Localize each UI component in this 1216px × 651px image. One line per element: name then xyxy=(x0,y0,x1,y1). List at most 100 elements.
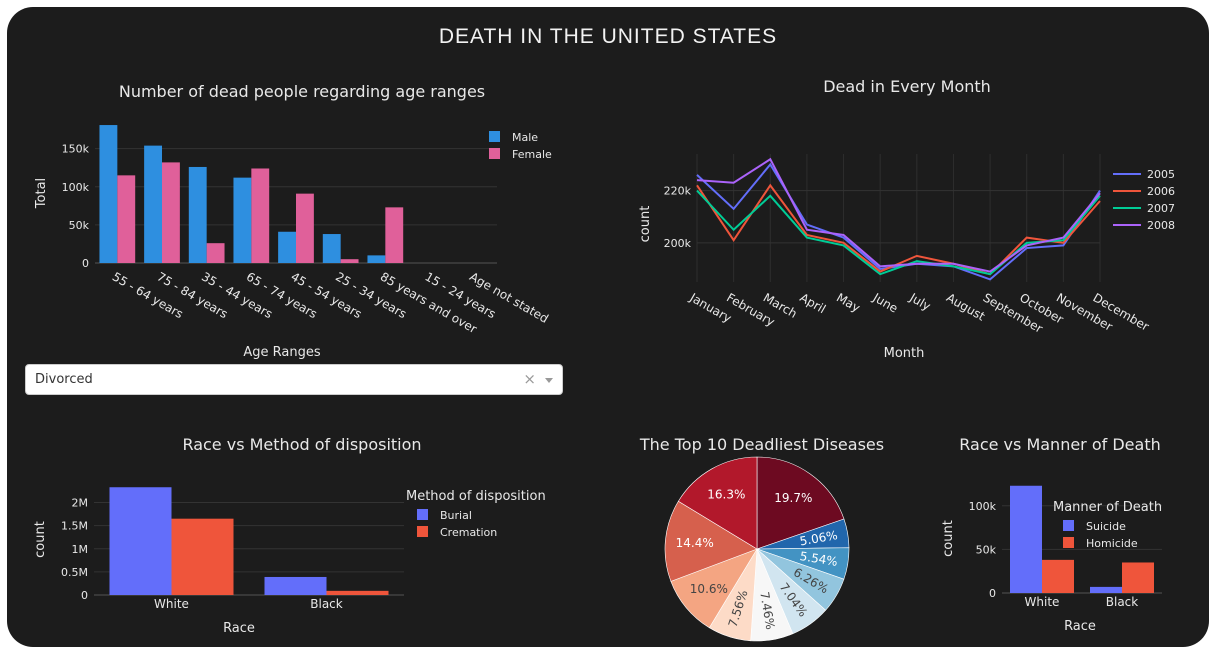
diseases-pie-chart: The Top 10 Deadliest Diseases 19.7% 5.06%5… xyxy=(639,435,884,642)
x-tick-label: White xyxy=(1025,595,1060,609)
bar-female xyxy=(385,207,404,263)
bar-suicide xyxy=(1010,485,1042,593)
bar-male xyxy=(367,255,386,263)
pie-label: 10.6% xyxy=(690,582,728,596)
chart-title: Number of dead people regarding age rang… xyxy=(119,82,485,101)
bar-burial xyxy=(264,576,327,595)
bar-male xyxy=(144,145,162,263)
y-axis-label: count xyxy=(638,206,653,243)
y-tick-label: 1M xyxy=(72,543,89,556)
pie-slice xyxy=(677,456,758,550)
y-axis-label: Total xyxy=(34,178,49,209)
y-tick-label: 1.5M xyxy=(61,520,88,533)
legend-label: Homicide xyxy=(1086,537,1138,550)
bar-female xyxy=(162,162,180,263)
bar-male xyxy=(322,234,341,263)
y-axis-label: count xyxy=(33,521,48,558)
race-disposition-chart: Race vs Method of disposition 0 0.5M 1M 1.5M… xyxy=(33,435,546,636)
series-line-2007 xyxy=(696,189,1101,276)
x-tick-label: May xyxy=(834,290,862,315)
marital-status-dropdown[interactable]: Divorced × xyxy=(25,364,563,395)
legend-label: Male xyxy=(512,131,538,144)
clear-icon[interactable]: × xyxy=(523,370,536,388)
chart-title: The Top 10 Deadliest Diseases xyxy=(639,435,884,454)
pie-slice xyxy=(664,500,758,582)
monthly-deaths-chart: Dead in Every Month200k220kJanuaryFebrua… xyxy=(638,77,1175,361)
bar-male xyxy=(278,231,296,263)
x-axis-label: Month xyxy=(884,346,925,361)
bar-female xyxy=(340,259,359,263)
y-tick-label: 0 xyxy=(81,589,88,602)
bar-cremation xyxy=(171,518,234,595)
bar-homicide xyxy=(1042,559,1074,593)
series-line-2005 xyxy=(696,162,1101,281)
legend-swatch xyxy=(489,131,500,142)
y-tick-label: 50k xyxy=(69,219,90,232)
series-line-2008 xyxy=(696,157,1101,273)
legend-title: Manner of Death xyxy=(1053,500,1162,515)
x-tick-label: August xyxy=(944,290,988,323)
legend-swatch xyxy=(1063,537,1074,548)
pie-label: 14.4% xyxy=(676,536,714,550)
legend-title: Method of disposition xyxy=(406,489,546,504)
y-tick-label: 150k xyxy=(62,143,90,156)
legend-swatch xyxy=(417,509,428,520)
pie-label: 19.7% xyxy=(774,491,812,505)
legend-swatch xyxy=(1063,520,1074,531)
age-ranges-chart: Number of dead people regarding age rang… xyxy=(34,82,552,360)
x-axis-label: Race xyxy=(223,621,255,636)
x-tick-label: January xyxy=(687,290,734,325)
x-tick-label: White xyxy=(154,597,189,611)
y-tick-label: 200k xyxy=(664,237,692,250)
bar-female xyxy=(117,175,136,263)
legend-label: 2008 xyxy=(1147,219,1175,232)
x-tick-label: June xyxy=(870,290,901,316)
legend-label: Suicide xyxy=(1086,520,1126,533)
x-axis-label: Age Ranges xyxy=(243,345,320,360)
x-tick-label: Black xyxy=(310,597,343,611)
bar-female xyxy=(251,168,270,263)
chart-title: Dead in Every Month xyxy=(823,77,991,96)
y-tick-label: 0.5M xyxy=(61,566,88,579)
pie-label: 7.46% xyxy=(757,591,777,631)
bar-female xyxy=(296,193,314,263)
legend-label: 2007 xyxy=(1147,202,1175,215)
legend-label: 2005 xyxy=(1147,168,1175,181)
y-tick-label: 50k xyxy=(976,543,997,556)
bar-male xyxy=(188,166,207,263)
y-tick-label: 0 xyxy=(989,587,996,600)
legend-label: 2006 xyxy=(1147,185,1175,198)
legend-swatch xyxy=(489,148,500,159)
legend-label: Female xyxy=(512,148,552,161)
dashboard-frame: DEATH IN THE UNITED STATES Number of dea… xyxy=(7,7,1209,647)
bar-burial xyxy=(109,487,172,595)
y-tick-label: 2M xyxy=(72,497,89,510)
chart-title: Race vs Method of disposition xyxy=(182,435,421,454)
legend-swatch xyxy=(417,526,428,537)
bar-suicide xyxy=(1090,586,1122,593)
bar-cremation xyxy=(326,590,389,595)
y-axis-label: count xyxy=(941,520,956,557)
pie-label: 5.06% xyxy=(799,528,839,548)
legend-label: Cremation xyxy=(440,526,497,539)
bar-female xyxy=(206,243,225,263)
y-tick-label: 220k xyxy=(664,185,692,198)
pie-label: 16.3% xyxy=(707,487,745,501)
dropdown-selected-value: Divorced xyxy=(35,372,93,387)
legend-label: Burial xyxy=(440,509,472,522)
x-axis-label: Race xyxy=(1064,619,1096,634)
bar-male xyxy=(99,125,118,263)
bar-homicide xyxy=(1122,562,1154,593)
chart-title: Race vs Manner of Death xyxy=(959,435,1160,454)
bar-male xyxy=(233,177,252,263)
pie-label: 5.54% xyxy=(799,549,839,569)
y-tick-label: 100k xyxy=(969,500,997,513)
x-tick-label: July xyxy=(906,290,933,313)
pie-slice xyxy=(756,456,845,550)
x-tick-label: April xyxy=(797,290,828,316)
chevron-down-icon[interactable] xyxy=(545,378,553,383)
y-tick-label: 100k xyxy=(62,181,90,194)
y-tick-label: 0 xyxy=(82,257,89,270)
series-line-2006 xyxy=(696,183,1101,276)
manner-of-death-chart: Race vs Manner of Death 0 50k 100k White Blac… xyxy=(941,435,1162,634)
